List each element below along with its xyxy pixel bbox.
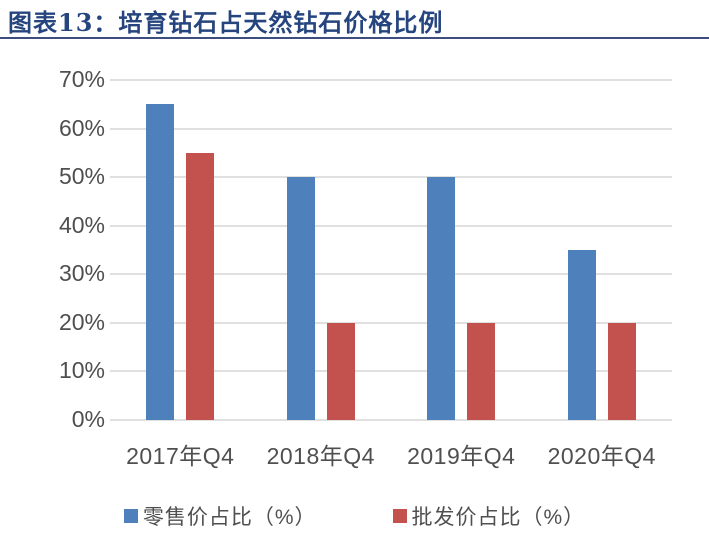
gridline [110,273,672,276]
bar-series-2-cat-3 [467,322,496,420]
title-rule [0,37,709,39]
gridline [110,176,672,179]
y-axis-label: 60% [58,114,105,141]
x-axis: 2017年Q4 2018年Q4 2019年Q4 2020年Q4 [110,443,672,474]
bar-series-1-cat-2 [286,177,315,420]
x-axis-label: 2018年Q4 [266,443,375,469]
legend-label: 零售价占比（%） [142,506,317,529]
bar-group-1 [110,80,251,420]
bar-series-1-cat-3 [427,177,456,420]
bar-series-2-cat-2 [326,322,355,420]
figure-title: 图表13：培育钻石占天然钻石价格比例 [8,8,444,37]
legend-swatch-icon [123,509,138,523]
legend-swatch-icon [392,509,407,523]
legend-entry-2: 批发价占比（%） [392,501,586,531]
bar-group-2 [251,80,392,420]
y-axis-label: 0% [71,406,105,433]
bar-series-2-cat-4 [607,322,636,420]
plot-area [110,79,673,421]
y-axis-label: 10% [58,357,105,384]
legend-entry-1: 零售价占比（%） [123,501,317,531]
y-axis: 0% 10% 20% 30% 40% 50% 60% 70% [28,68,105,431]
gridline [110,79,672,81]
y-axis-label: 70% [58,66,105,93]
y-axis-label: 30% [58,260,105,287]
bar-series-1-cat-4 [567,250,596,420]
gridline [110,419,672,421]
bar-group-3 [391,80,532,420]
x-axis-label: 2019年Q4 [407,443,516,469]
gridline [110,370,672,373]
y-axis-label: 40% [58,211,105,238]
y-axis-label: 20% [58,308,105,335]
y-axis-label: 50% [58,163,105,190]
bar-series-2-cat-1 [186,152,215,420]
x-axis-label: 2020年Q4 [547,443,656,469]
legend-label: 批发价占比（%） [411,506,586,529]
bar-group-4 [532,80,673,420]
gridline [110,321,672,324]
x-axis-label: 2017年Q4 [126,443,235,469]
chart-legend: 零售价占比（%） 批发价占比（%） [0,501,709,531]
bar-series-1-cat-1 [146,104,175,420]
gridline [110,224,672,227]
gridline [110,127,672,130]
